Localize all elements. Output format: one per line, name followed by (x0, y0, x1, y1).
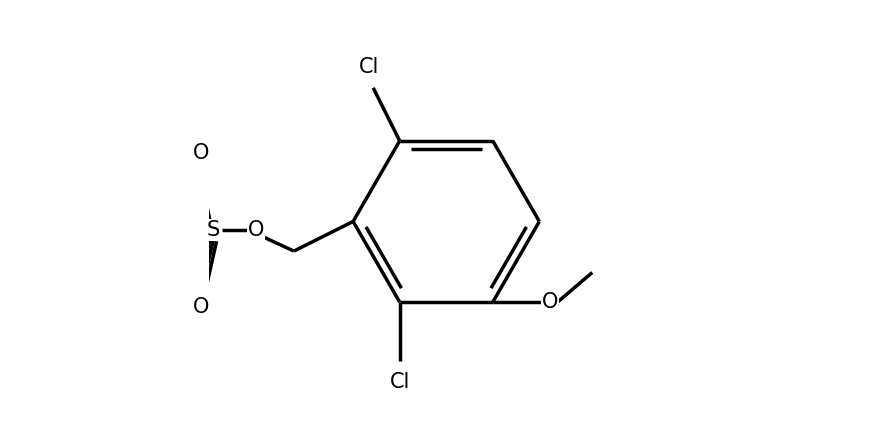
Text: O: O (248, 220, 264, 240)
Text: O: O (193, 143, 209, 163)
Text: S: S (207, 220, 220, 240)
Text: Cl: Cl (359, 57, 379, 77)
Text: O: O (542, 292, 558, 312)
Text: O: O (193, 297, 209, 317)
Text: Cl: Cl (390, 372, 410, 392)
